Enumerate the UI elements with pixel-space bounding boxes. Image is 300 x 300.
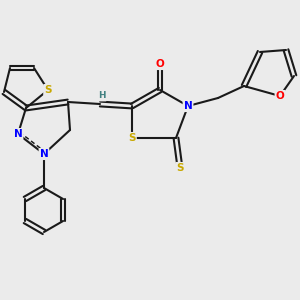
- Text: S: S: [128, 133, 136, 143]
- Text: S: S: [176, 163, 184, 173]
- Text: H: H: [98, 92, 106, 100]
- Text: N: N: [184, 101, 192, 111]
- Text: S: S: [44, 85, 52, 95]
- Text: N: N: [40, 149, 48, 159]
- Text: O: O: [276, 91, 284, 101]
- Text: O: O: [156, 59, 164, 69]
- Text: N: N: [14, 129, 22, 139]
